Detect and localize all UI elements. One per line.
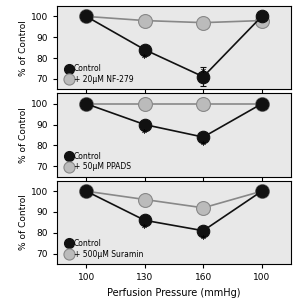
Text: *: *: [142, 129, 147, 139]
X-axis label: Perfusion Pressure (mmHg): Perfusion Pressure (mmHg): [107, 288, 241, 298]
Y-axis label: % of Control: % of Control: [19, 194, 28, 250]
Y-axis label: % of Control: % of Control: [19, 107, 28, 163]
Text: *: *: [201, 235, 206, 245]
Text: *: *: [142, 224, 147, 235]
Text: *: *: [142, 54, 147, 64]
Legend: Control, + 50μM PPADS: Control, + 50μM PPADS: [65, 150, 132, 173]
Y-axis label: % of Control: % of Control: [19, 20, 28, 76]
Text: *: *: [201, 68, 206, 78]
Legend: Control, + 20μM NF-279: Control, + 20μM NF-279: [65, 63, 135, 85]
Text: *: *: [201, 141, 206, 151]
Legend: Control, + 500μM Suramin: Control, + 500μM Suramin: [65, 238, 145, 260]
